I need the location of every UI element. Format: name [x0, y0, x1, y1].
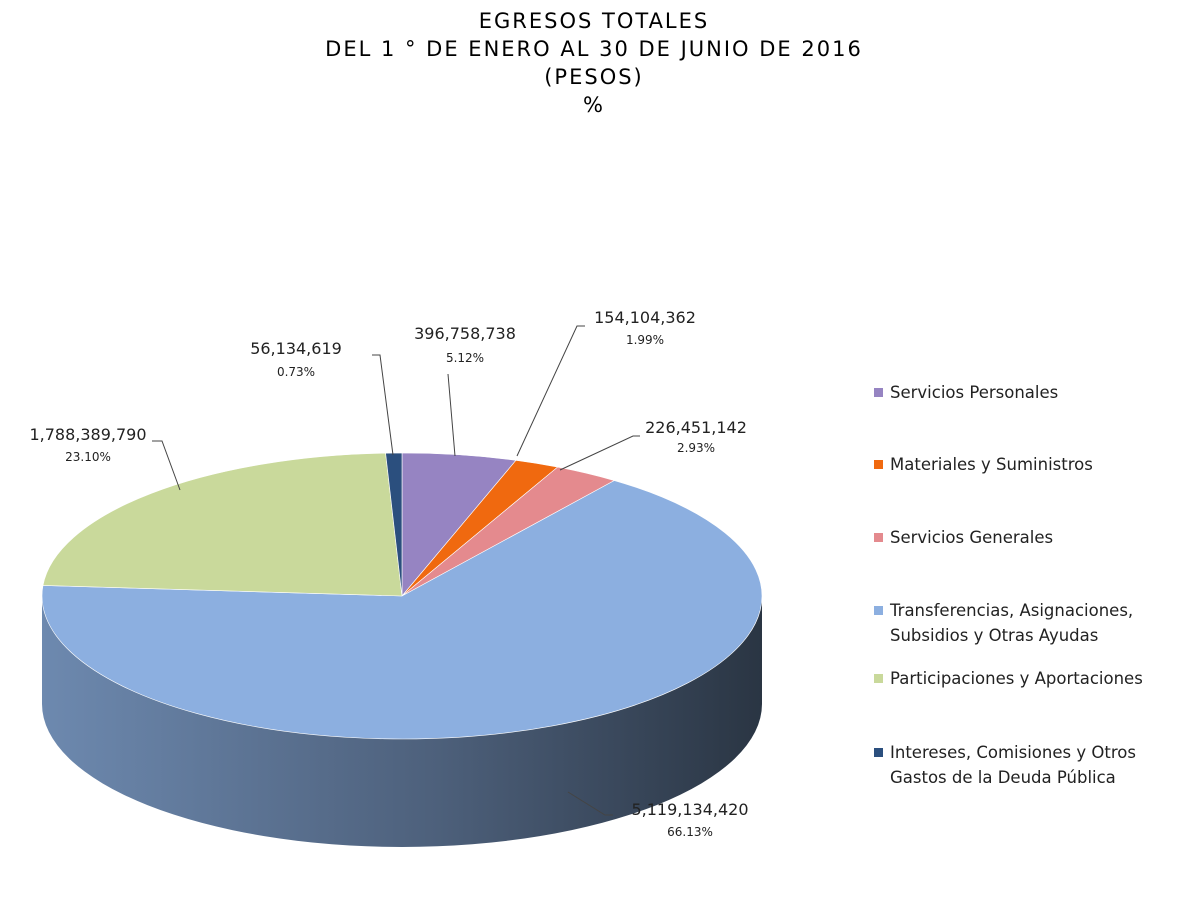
data-label: 154,104,362 — [594, 308, 696, 327]
chart-subtitle: (PESOS) — [544, 65, 644, 89]
legend-label: Servicios Generales — [890, 528, 1054, 547]
pie-slice-side — [42, 596, 762, 847]
leader-line — [559, 435, 640, 471]
percentage-label: 2.93% — [677, 441, 715, 455]
percentage-label: 66.13% — [667, 825, 713, 839]
leader-line — [152, 440, 181, 491]
percentage-label: 5.12% — [446, 351, 484, 365]
legend-swatch — [874, 748, 883, 757]
chart-subtitle: % — [583, 93, 605, 117]
chart-title: EGRESOS TOTALES — [479, 9, 709, 33]
leader-line — [516, 325, 585, 457]
leader-line — [567, 791, 613, 816]
legend-swatch — [874, 606, 883, 615]
legend-swatch — [874, 460, 883, 469]
legend-label: Intereses, Comisiones y Otros Gastos de … — [890, 743, 1136, 787]
pie-slice — [42, 452, 403, 597]
data-label: 226,451,142 — [645, 418, 747, 437]
legend-swatch — [874, 388, 883, 397]
legend-label: Participaciones y Aportaciones — [890, 669, 1143, 688]
legend-item: Servicios Personales — [872, 380, 1188, 405]
pie-tops — [41, 452, 763, 740]
legend-item: Transferencias, Asignaciones, Subsidios … — [872, 598, 1160, 648]
data-label: 396,758,738 — [414, 324, 516, 343]
pie-slice — [41, 480, 763, 740]
chart-subtitle: DEL 1 ° DE ENERO AL 30 DE JUNIO DE 2016 — [325, 37, 863, 61]
legend-swatch — [874, 674, 883, 683]
pie-slice — [385, 452, 403, 597]
pie-sides — [42, 596, 762, 847]
legend-item: Materiales y Suministros — [872, 452, 1188, 477]
percentage-label: 23.10% — [65, 450, 111, 464]
data-label: 56,134,619 — [250, 339, 342, 358]
data-label: 1,788,389,790 — [29, 425, 146, 444]
legend-label: Transferencias, Asignaciones, Subsidios … — [890, 601, 1134, 645]
leader-line — [372, 354, 394, 456]
legend-item: Servicios Generales — [872, 525, 1188, 550]
legend-swatch — [874, 533, 883, 542]
leader-line — [447, 373, 456, 457]
percentage-label: 0.73% — [277, 365, 315, 379]
legend-item: Participaciones y Aportaciones — [872, 666, 1188, 691]
percentage-label: 1.99% — [626, 333, 664, 347]
legend-label: Materiales y Suministros — [890, 455, 1093, 474]
legend-item: Intereses, Comisiones y Otros Gastos de … — [872, 740, 1160, 790]
data-label: 5,119,134,420 — [631, 800, 748, 819]
legend-label: Servicios Personales — [890, 383, 1059, 402]
